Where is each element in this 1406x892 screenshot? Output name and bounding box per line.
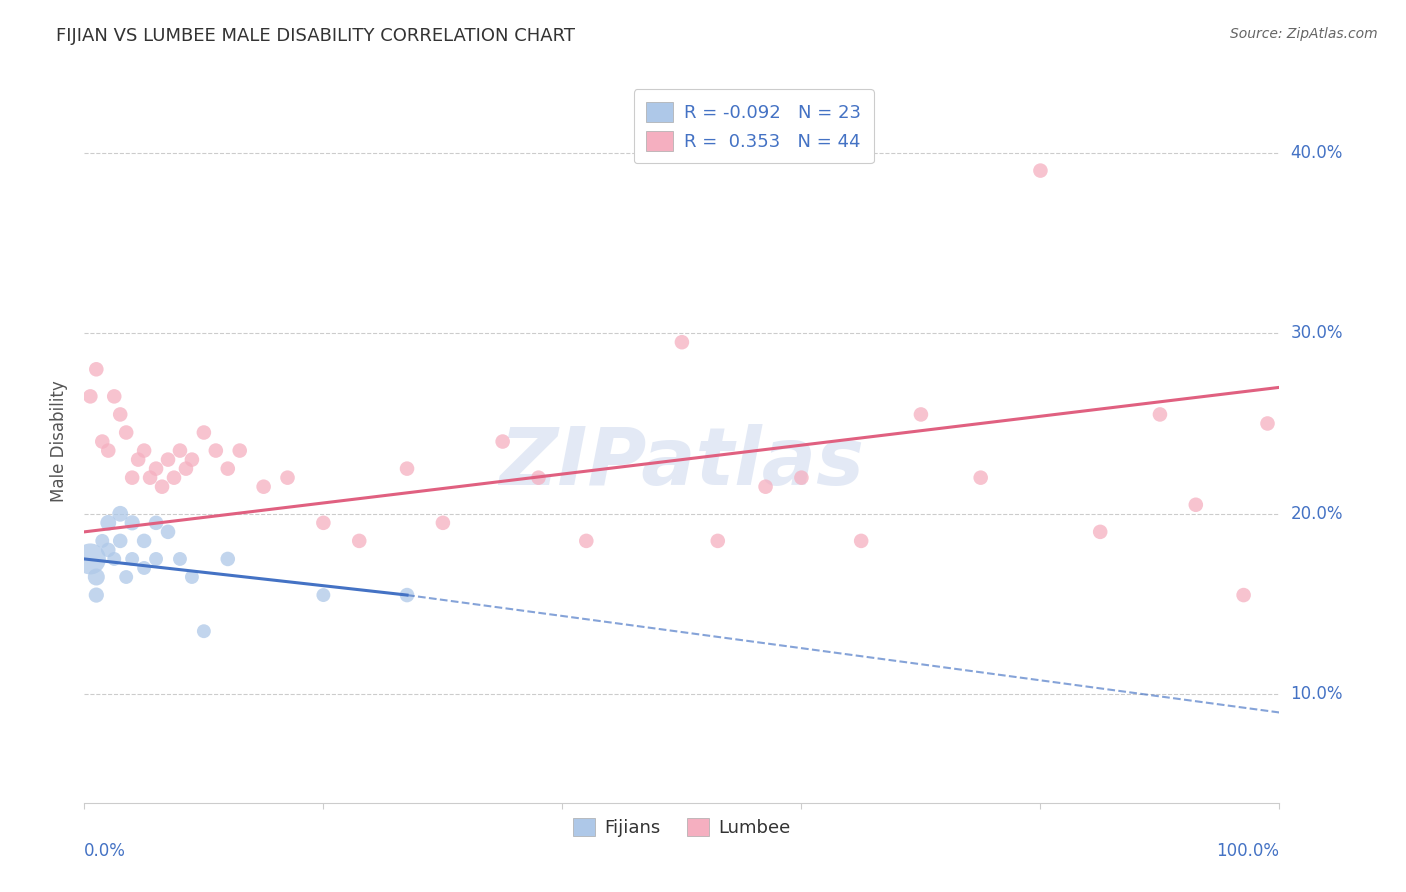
Point (707, 533, 730, 548)
Point (79, 389, 101, 403)
Point (86, 362, 108, 376)
Point (127, 452, 149, 467)
Point (157, 452, 180, 467)
Point (91, 533, 114, 548)
Point (86, 570, 108, 584)
Point (755, 480, 778, 494)
Point (97, 443, 120, 458)
Point (115, 425, 138, 440)
Point (110, 408, 132, 422)
Text: Source: ZipAtlas.com: Source: ZipAtlas.com (1230, 27, 1378, 41)
Point (157, 524, 180, 539)
Point (396, 461, 419, 475)
Point (1233, 588, 1256, 602)
Point (121, 471, 143, 485)
Point (97, 542, 120, 557)
Point (121, 552, 143, 566)
Text: 40.0%: 40.0% (1291, 144, 1343, 161)
Point (790, 471, 813, 485)
Point (169, 443, 191, 458)
Point (193, 425, 215, 440)
Point (277, 471, 299, 485)
Point (575, 533, 598, 548)
Text: FIJIAN VS LUMBEE MALE DISABILITY CORRELATION CHART: FIJIAN VS LUMBEE MALE DISABILITY CORRELA… (56, 27, 575, 45)
Point (150, 480, 173, 494)
Point (217, 461, 239, 475)
Point (169, 552, 191, 566)
Point (349, 533, 371, 548)
Point (145, 516, 167, 530)
Point (86, 588, 108, 602)
Point (312, 516, 335, 530)
Point (1257, 417, 1279, 431)
Point (103, 389, 125, 403)
Point (253, 480, 276, 494)
Point (79, 552, 101, 566)
Point (193, 624, 215, 639)
Point (145, 552, 167, 566)
Point (671, 335, 693, 350)
Text: 10.0%: 10.0% (1291, 685, 1343, 704)
Point (139, 471, 162, 485)
Point (97, 516, 120, 530)
Point (181, 570, 204, 584)
Point (91, 434, 114, 449)
Point (121, 516, 143, 530)
Point (229, 443, 252, 458)
Point (527, 471, 550, 485)
Point (1090, 524, 1112, 539)
Point (103, 552, 125, 566)
Point (181, 452, 204, 467)
Point (115, 570, 138, 584)
Point (217, 552, 239, 566)
Point (396, 588, 419, 602)
Point (312, 588, 335, 602)
Point (145, 461, 167, 475)
Text: 20.0%: 20.0% (1291, 505, 1343, 523)
Point (851, 533, 873, 548)
Point (1149, 408, 1171, 422)
Text: 0.0%: 0.0% (84, 842, 127, 860)
Point (132, 443, 156, 458)
Point (432, 516, 454, 530)
Point (163, 471, 186, 485)
Point (110, 533, 132, 548)
Text: 100.0%: 100.0% (1216, 842, 1279, 860)
Point (910, 408, 932, 422)
Y-axis label: Male Disability: Male Disability (51, 381, 69, 502)
Point (1029, 163, 1052, 178)
Point (110, 507, 132, 521)
Point (205, 443, 228, 458)
Text: 30.0%: 30.0% (1291, 324, 1343, 343)
Point (1185, 498, 1208, 512)
Legend: Fijians, Lumbee: Fijians, Lumbee (567, 811, 797, 845)
Point (970, 471, 993, 485)
Text: ZIPatlas: ZIPatlas (499, 425, 865, 502)
Point (132, 533, 156, 548)
Point (132, 561, 156, 575)
Point (174, 461, 197, 475)
Point (492, 434, 515, 449)
